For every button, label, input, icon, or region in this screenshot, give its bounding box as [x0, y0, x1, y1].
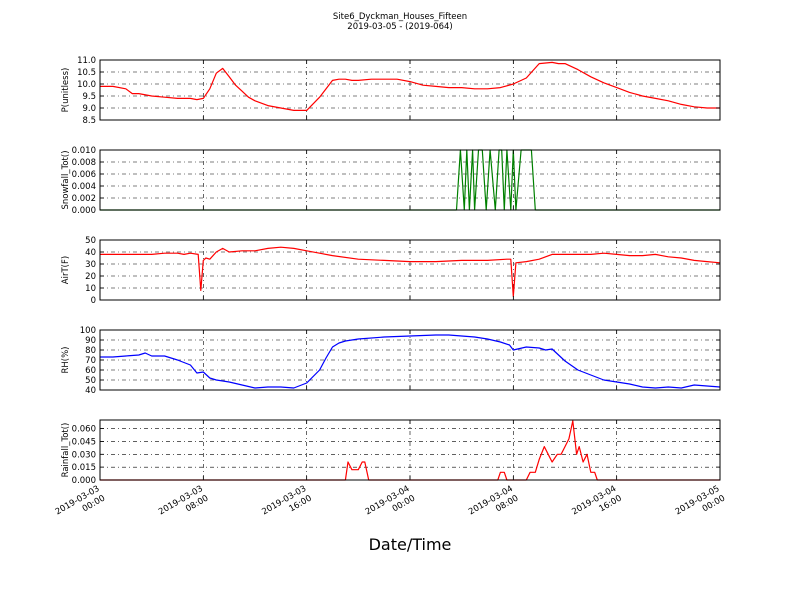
y-tick-label: 60 — [85, 366, 96, 376]
y-axis-label: RH(%) — [61, 346, 71, 373]
y-tick-label: 10 — [85, 284, 96, 294]
x-tick-label: 2019-03-0316:00 — [260, 484, 313, 527]
y-tick-label: 0.045 — [72, 437, 96, 447]
x-tick-label: 2019-03-0400:00 — [364, 484, 417, 527]
y-axis-label: AirT(F) — [61, 256, 71, 284]
y-tick-label: 0.010 — [72, 146, 96, 156]
y-tick-label: 50 — [85, 236, 96, 246]
figure-subtitle: 2019-03-05 - (2019-064) — [347, 22, 452, 32]
y-tick-label: 30 — [85, 260, 96, 270]
series-line — [100, 420, 720, 481]
y-axis-label: Snowfall_Tot() — [61, 150, 71, 209]
y-tick-label: 40 — [85, 386, 96, 396]
y-tick-label: 9.5 — [82, 92, 96, 102]
y-tick-label: 10.0 — [77, 80, 96, 90]
x-tick-labels: 2019-03-0300:00 2019-03-0308:00 2019-03-03… — [54, 484, 727, 527]
y-tick-label: 20 — [85, 272, 96, 282]
y-tick-label: 0.006 — [72, 170, 96, 180]
panels: 8.59.09.510.010.511.0P(unitless)0.0000.0… — [61, 56, 721, 486]
y-tick-label: 0.030 — [72, 450, 96, 460]
y-tick-label: 11.0 — [77, 56, 96, 66]
series-line — [100, 246, 721, 297]
x-tick-label: 2019-03-0300:00 — [54, 484, 107, 527]
y-tick-label: 40 — [85, 248, 96, 258]
y-tick-label: 80 — [85, 346, 96, 356]
y-tick-label: 0.060 — [72, 425, 96, 435]
y-tick-label: 9.0 — [82, 104, 96, 114]
y-tick-label: 0.015 — [72, 463, 96, 473]
y-tick-label: 0.000 — [72, 476, 96, 486]
y-tick-label: 50 — [85, 376, 96, 386]
x-tick-label: 2019-03-0416:00 — [570, 484, 623, 527]
x-tick-label: 2019-03-0308:00 — [157, 484, 210, 527]
y-tick-label: 90 — [85, 336, 96, 346]
y-axis-label: P(unitless) — [61, 68, 71, 113]
series-line — [100, 149, 720, 211]
y-tick-label: 8.5 — [82, 116, 96, 126]
panel-3: 0 10 20 30 40 50 AirT(F) — [61, 236, 721, 306]
y-tick-label: 0.008 — [72, 158, 96, 168]
y-tick-label: 70 — [85, 356, 96, 366]
series-line — [100, 334, 721, 389]
y-axis-label: Rainfall_Tot() — [61, 423, 71, 478]
y-tick-label: 0.004 — [72, 182, 96, 192]
y-tick-label: 0 — [91, 296, 96, 306]
y-tick-label: 10.5 — [77, 68, 96, 78]
series-line — [100, 61, 720, 112]
x-tick-label: 2019-03-0408:00 — [467, 484, 520, 527]
y-tick-label: 100 — [80, 326, 96, 336]
y-tick-label: 0.000 — [72, 206, 96, 216]
figure-title: Site6_Dyckman_Houses_Fifteen — [333, 12, 467, 22]
panel-2: 0.000 0.002 0.004 0.006 0.008 0.010Snowfall_T… — [61, 146, 721, 216]
panel-1: 8.5 9.0 9.5 10.0 10.5 11.0 P(unitless) — [61, 56, 721, 126]
x-tick-label: 2019-03-0500:00 — [674, 484, 727, 527]
y-tick-label: 0.002 — [72, 194, 96, 204]
x-axis-label: Date/Time — [369, 535, 452, 554]
